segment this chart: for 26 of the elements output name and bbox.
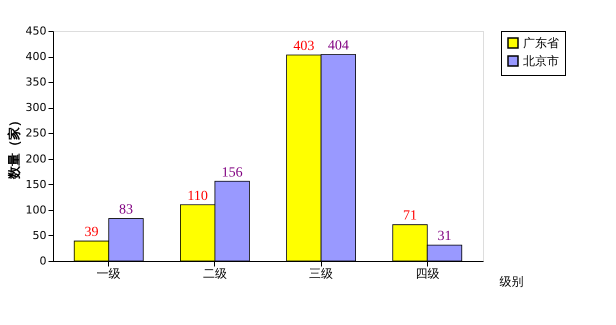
x-axis-title: 级别: [500, 274, 524, 288]
data-label: 404: [328, 38, 349, 54]
x-tick-label: 三级: [309, 266, 334, 280]
y-tick-label: 350: [26, 76, 46, 89]
data-label: 31: [438, 229, 452, 244]
y-tick-label: 50: [32, 228, 46, 242]
legend-label: 广东省: [523, 36, 559, 50]
data-label: 83: [118, 202, 133, 218]
x-tick-label: 四级: [415, 266, 440, 280]
y-tick-label: 300: [26, 101, 46, 114]
legend-label: 北京市: [523, 54, 559, 68]
x-tick-label: 一级: [96, 266, 121, 280]
y-axis-title: 数量（家）: [6, 114, 23, 180]
data-label: 110: [187, 188, 208, 204]
data-label: 156: [222, 165, 243, 180]
y-tick-label: 450: [26, 24, 46, 38]
y-tick-label: 200: [26, 152, 46, 166]
data-label: 71: [403, 208, 418, 224]
y-tick-label: 0: [40, 254, 46, 268]
y-tick-label: 150: [26, 178, 46, 191]
x-tick-label: 二级: [202, 266, 227, 280]
y-tick-label: 250: [26, 126, 46, 140]
y-tick-label: 100: [26, 203, 46, 216]
data-label: 39: [84, 225, 98, 240]
data-label: 403: [293, 39, 314, 54]
y-tick-label: 400: [26, 50, 46, 64]
